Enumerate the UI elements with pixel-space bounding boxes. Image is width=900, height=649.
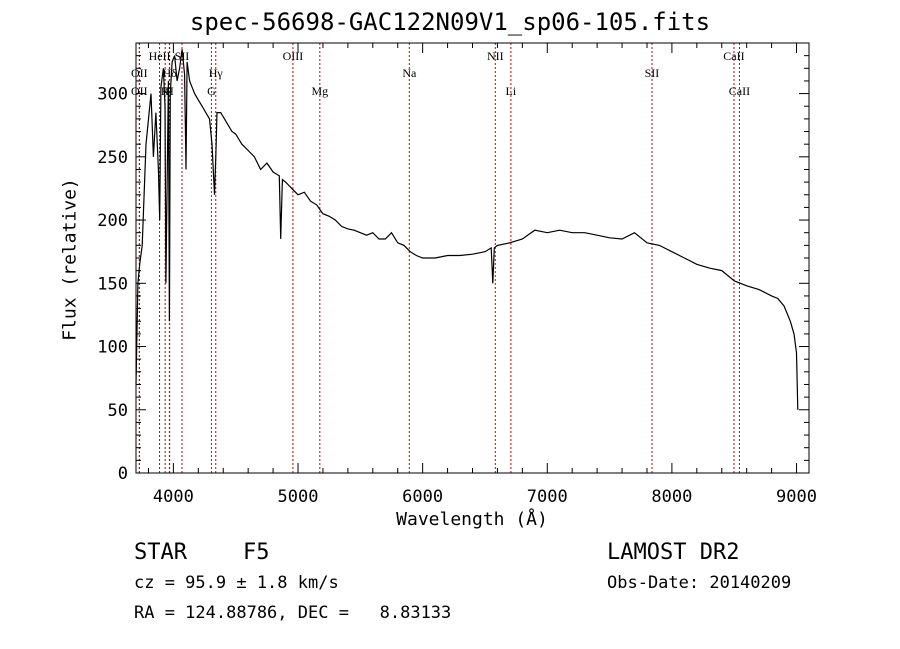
line-label-16: CaII <box>729 84 750 98</box>
spectrum-line-0 <box>135 49 799 410</box>
line-label-7: Hγ <box>209 66 224 80</box>
line-label-5: K <box>161 84 170 98</box>
line-label-0: OII <box>131 66 148 80</box>
subclass: F5 <box>243 540 270 565</box>
x-tick-label-1: 5000 <box>278 487 319 507</box>
survey-name: LAMOST DR2 <box>607 540 740 565</box>
spectrum-series <box>135 49 799 410</box>
line-label-14: SII <box>645 66 660 80</box>
spectral-line-markers <box>138 43 740 473</box>
x-tick-label-5: 9000 <box>776 487 817 507</box>
chart-title: spec-56698-GAC122N09V1_sp06-105.fits <box>189 8 711 36</box>
y-axis-label: Flux (relative) <box>59 178 81 341</box>
x-tick-label-2: 6000 <box>402 487 443 507</box>
y-tick-label-6: 300 <box>97 85 128 105</box>
y-tick-label-2: 100 <box>97 338 128 358</box>
line-label-4: Hδ <box>162 66 177 80</box>
y-tick-label-4: 200 <box>97 211 128 231</box>
plot-frame <box>135 42 810 474</box>
line-label-2: HeII <box>149 49 171 63</box>
line-label-15: CaII <box>723 49 744 63</box>
x-tick-label-0: 4000 <box>153 487 194 507</box>
line-label-9: OIII <box>283 49 304 63</box>
line-label-13: Li <box>506 84 517 98</box>
line-label-6: H <box>165 84 174 98</box>
y-tick-label-5: 250 <box>97 148 128 168</box>
object-class: STAR <box>134 540 187 565</box>
line-label-8: G <box>207 84 216 98</box>
x-tick-label-3: 7000 <box>527 487 568 507</box>
y-tick-label-3: 150 <box>97 274 128 294</box>
x-tick-label-4: 8000 <box>651 487 692 507</box>
line-label-11: Na <box>402 66 417 80</box>
x-axis-label: Wavelength (Å) <box>396 509 548 530</box>
axis-ticks: 4000 5000 6000 7000 8000 9000 0 50 100 150 200 250 3… <box>97 43 817 507</box>
line-label-1: OII <box>131 84 148 98</box>
redshift-velocity: cz = 95.9 ± 1.8 km/s <box>134 573 339 593</box>
y-tick-label-1: 50 <box>108 401 128 421</box>
line-label-12: NII <box>487 49 504 63</box>
line-label-3: SII <box>175 49 190 63</box>
y-tick-label-0: 0 <box>118 464 128 484</box>
plot-axes <box>135 42 810 474</box>
line-label-10: Mg <box>311 84 328 98</box>
coordinates: RA = 124.88786, DEC = 8.83133 <box>134 603 452 623</box>
observation-date: Obs-Date: 20140209 <box>607 573 792 593</box>
